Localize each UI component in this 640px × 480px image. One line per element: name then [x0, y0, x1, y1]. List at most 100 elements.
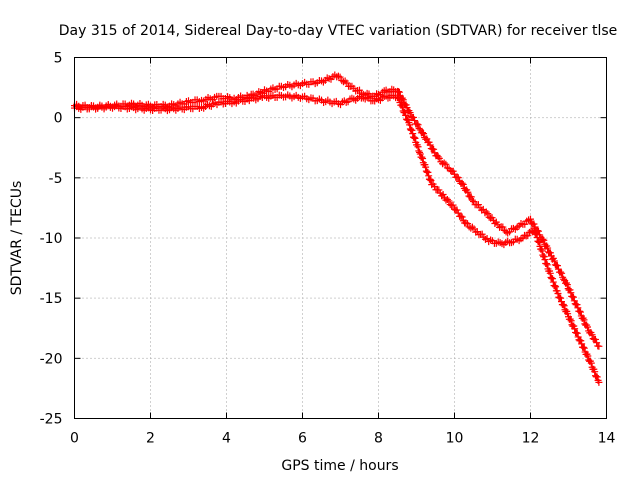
data-point: [577, 337, 585, 345]
data-point: [468, 223, 476, 231]
x-tick-label: 4: [222, 431, 231, 447]
data-point: [445, 197, 453, 205]
data-point: [531, 223, 539, 231]
data-point: [478, 230, 486, 238]
data-point: [457, 212, 465, 220]
data-point: [546, 249, 554, 257]
y-tick-label: 0: [54, 111, 63, 127]
data-point: [595, 378, 603, 386]
data-point: [402, 111, 410, 119]
chart-title: Day 315 of 2014, Sidereal Day-to-day VTE…: [59, 23, 618, 39]
data-point: [410, 133, 418, 141]
data-point: [564, 310, 572, 318]
data-point: [576, 307, 584, 315]
y-tick-label: -10: [40, 231, 63, 247]
data-point: [464, 220, 472, 228]
data-point: [415, 125, 423, 133]
data-point: [560, 302, 568, 310]
data-point: [560, 275, 568, 283]
data-point: [449, 167, 457, 175]
data-point: [411, 134, 419, 142]
data-point: [557, 268, 565, 276]
data-point: [458, 213, 466, 221]
y-tick-label: -20: [40, 351, 63, 367]
data-point: [418, 153, 426, 161]
data-point: [540, 253, 548, 261]
grid: [74, 57, 607, 419]
data-point: [544, 244, 552, 252]
data-point: [414, 121, 422, 129]
data-point: [399, 107, 407, 115]
data-point: [420, 130, 428, 138]
data-point: [474, 201, 482, 209]
data-point: [435, 186, 443, 194]
data-point: [426, 141, 434, 149]
x-tick-label: 10: [446, 431, 464, 447]
data-point: [571, 325, 579, 333]
data-point: [453, 206, 461, 214]
data-point: [587, 359, 595, 367]
data-point: [551, 282, 559, 290]
data-point: [416, 148, 424, 156]
data-point: [558, 269, 566, 277]
data-point: [482, 208, 490, 216]
data-point: [595, 342, 603, 350]
data-point: [554, 290, 562, 298]
data-point: [443, 195, 451, 203]
data-point: [532, 230, 540, 238]
data-point: [453, 173, 461, 181]
data-point: [541, 256, 549, 264]
data-point: [535, 238, 543, 246]
data-point: [538, 247, 546, 255]
data-point: [470, 198, 477, 206]
data-point: [584, 352, 592, 360]
series-tlse-a: [71, 71, 603, 350]
data-point: [462, 219, 470, 227]
data-point: [535, 238, 543, 246]
data-point: [408, 126, 416, 134]
x-tick-label: 8: [374, 431, 383, 447]
data-point: [484, 210, 492, 218]
data-point: [593, 339, 601, 347]
data-point: [591, 335, 599, 343]
data-point: [416, 150, 424, 158]
data-point: [442, 160, 450, 168]
data-point: [567, 289, 575, 297]
data-point: [458, 179, 466, 187]
data-point: [395, 88, 403, 96]
y-tick-label: -5: [49, 171, 63, 187]
data-point: [394, 94, 402, 102]
data-point: [531, 229, 539, 237]
data-point: [454, 174, 462, 182]
data-point: [467, 224, 475, 232]
data-point: [409, 130, 417, 138]
data-point: [395, 95, 403, 103]
data-point: [464, 188, 472, 196]
data-point: [562, 279, 570, 287]
data-point: [584, 323, 591, 331]
data-point: [567, 317, 575, 325]
data-point: [593, 373, 601, 381]
data-point: [549, 275, 557, 283]
x-tick-label: 6: [298, 431, 307, 447]
data-point: [553, 262, 561, 270]
x-tick-label: 14: [598, 431, 616, 447]
data-point: [527, 215, 534, 223]
data-point: [530, 225, 538, 233]
data-point: [430, 145, 438, 153]
data-point: [426, 175, 434, 183]
data-point: [578, 340, 586, 348]
data-point: [439, 191, 447, 199]
data-point: [573, 301, 581, 309]
data-point: [339, 78, 347, 86]
data-point: [576, 308, 584, 316]
data-point: [573, 329, 581, 337]
y-axis-label: SDTVAR / TECUs: [9, 181, 25, 296]
data-point: [468, 196, 476, 204]
y-tick-label: -15: [40, 291, 63, 307]
x-axis-label: GPS time / hours: [281, 458, 398, 474]
data-point: [414, 143, 422, 151]
data-point: [334, 72, 342, 80]
data-point: [563, 281, 571, 289]
